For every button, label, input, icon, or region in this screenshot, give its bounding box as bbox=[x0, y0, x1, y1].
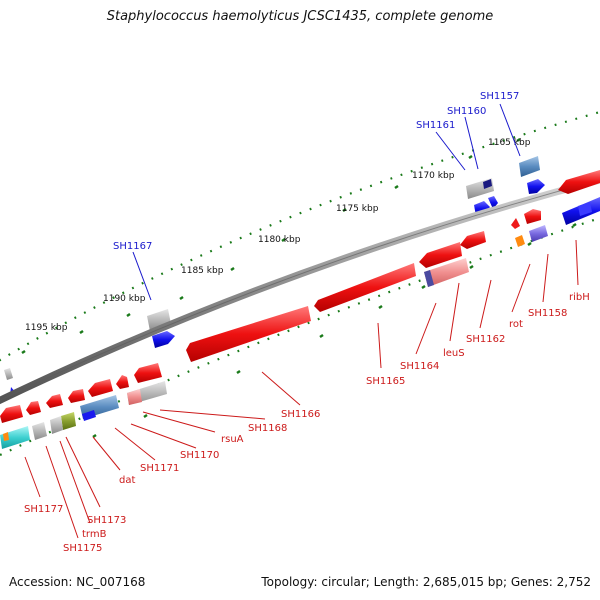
gene-label-sh1161[interactable]: SH1161 bbox=[416, 120, 455, 131]
gene-label-trmb[interactable]: trmB bbox=[82, 529, 107, 540]
gene-reverse-leus-a[interactable] bbox=[419, 242, 462, 268]
genome-summary: Topology: circular; Length: 2,685,015 bp… bbox=[261, 575, 591, 589]
gene-label-sh1157[interactable]: SH1157 bbox=[480, 91, 519, 102]
gene-label-sh1167[interactable]: SH1167 bbox=[113, 241, 152, 252]
outer-scale-dots bbox=[0, 110, 600, 362]
gene-reverse-arrow[interactable] bbox=[26, 401, 41, 415]
gene-reverse-sh1170[interactable] bbox=[88, 379, 113, 397]
inner-major-ticks bbox=[92, 222, 577, 439]
gene-reverse-dat[interactable] bbox=[82, 410, 96, 421]
scale-track bbox=[0, 110, 600, 456]
outer-gene-labels: SH1157 SH1160 SH1161 SH1167 bbox=[113, 91, 519, 252]
scale-label: 1165 kbp bbox=[488, 138, 531, 148]
gene-reverse-sh1177[interactable] bbox=[0, 426, 30, 449]
gene-reverse-sh1158[interactable] bbox=[529, 225, 548, 242]
gene-label-sh1173[interactable]: SH1173 bbox=[87, 515, 126, 526]
gene-label-rsua[interactable]: rsuA bbox=[221, 434, 244, 445]
scale-labels: 1165 kbp 1170 kbp 1175 kbp 1180 kbp 1185… bbox=[25, 138, 531, 333]
gene-label-sh1165[interactable]: SH1165 bbox=[366, 376, 405, 387]
scale-label: 1195 kbp bbox=[25, 323, 68, 333]
gene-forward-arrow[interactable] bbox=[152, 331, 175, 348]
gene-reverse-arrow[interactable] bbox=[558, 170, 600, 194]
gene-reverse-sh1162[interactable] bbox=[460, 231, 486, 249]
gene-label-ribh[interactable]: ribH bbox=[569, 292, 590, 303]
gene-label-sh1158[interactable]: SH1158 bbox=[528, 308, 567, 319]
reverse-strand-genes bbox=[0, 170, 600, 449]
gene-label-sh1171[interactable]: SH1171 bbox=[140, 463, 179, 474]
gene-reverse-ribh-shade bbox=[578, 202, 592, 216]
gene-reverse-arrow[interactable] bbox=[68, 389, 85, 403]
gene-reverse-arrow[interactable] bbox=[524, 209, 541, 224]
gene-label-sh1170[interactable]: SH1170 bbox=[180, 450, 219, 461]
forward-strand-genes bbox=[4, 156, 545, 395]
gene-reverse-leus-edge bbox=[424, 270, 434, 287]
gene-reverse-sh1168-shade bbox=[127, 389, 142, 405]
gene-label-sh1160[interactable]: SH1160 bbox=[447, 106, 486, 117]
outer-major-ticks bbox=[21, 137, 521, 355]
scale-label: 1175 kbp bbox=[336, 204, 379, 214]
gene-forward-sh1157[interactable] bbox=[519, 156, 540, 177]
scale-label: 1180 kbp bbox=[258, 235, 301, 245]
map-title: Staphylococcus haemolyticus JCSC1435, co… bbox=[106, 9, 494, 24]
genome-backbone-edge bbox=[0, 179, 600, 401]
gene-label-rot[interactable]: rot bbox=[509, 319, 523, 330]
gene-reverse-arrow[interactable] bbox=[511, 218, 520, 229]
inner-leader-lines bbox=[24, 239, 579, 539]
scale-label: 1185 kbp bbox=[181, 266, 224, 276]
gene-label-sh1168[interactable]: SH1168 bbox=[248, 423, 287, 434]
gene-reverse-rot[interactable] bbox=[515, 235, 525, 247]
gene-label-dat[interactable]: dat bbox=[119, 475, 135, 486]
gene-reverse-orange bbox=[3, 432, 9, 441]
scale-label: 1190 kbp bbox=[103, 294, 146, 304]
gene-reverse-sh1165[interactable] bbox=[186, 306, 311, 362]
accession-label: Accession: NC_007168 bbox=[9, 575, 146, 589]
gene-reverse-leus-b[interactable] bbox=[424, 258, 469, 287]
inner-gene-labels: ribH SH1158 rot SH1162 leuS SH1164 SH116… bbox=[24, 292, 590, 554]
gene-reverse-sh1175[interactable] bbox=[32, 422, 47, 440]
gene-label-sh1164[interactable]: SH1164 bbox=[400, 361, 439, 372]
gene-label-leus[interactable]: leuS bbox=[443, 348, 465, 359]
gene-reverse-sh1164[interactable] bbox=[314, 263, 416, 312]
gene-reverse-arrow[interactable] bbox=[46, 394, 63, 408]
gene-label-sh1175[interactable]: SH1175 bbox=[63, 543, 102, 554]
scale-label: 1170 kbp bbox=[412, 171, 455, 181]
gene-label-sh1162[interactable]: SH1162 bbox=[466, 334, 505, 345]
gene-reverse-arrow[interactable] bbox=[0, 405, 23, 423]
gene-forward-small bbox=[4, 368, 13, 380]
gene-forward-arrow[interactable] bbox=[527, 179, 545, 194]
outer-leader-lines bbox=[132, 103, 521, 301]
gene-forward-dark bbox=[483, 179, 492, 189]
gene-label-sh1166[interactable]: SH1166 bbox=[281, 409, 320, 420]
gene-reverse-rsua[interactable] bbox=[116, 375, 129, 389]
gene-reverse-sh1173[interactable] bbox=[50, 416, 63, 434]
gene-reverse-sh1166[interactable] bbox=[134, 363, 162, 383]
gene-forward-arrow[interactable] bbox=[488, 196, 498, 209]
gene-label-sh1177[interactable]: SH1177 bbox=[24, 504, 63, 515]
gene-reverse-trmb[interactable] bbox=[61, 412, 76, 430]
